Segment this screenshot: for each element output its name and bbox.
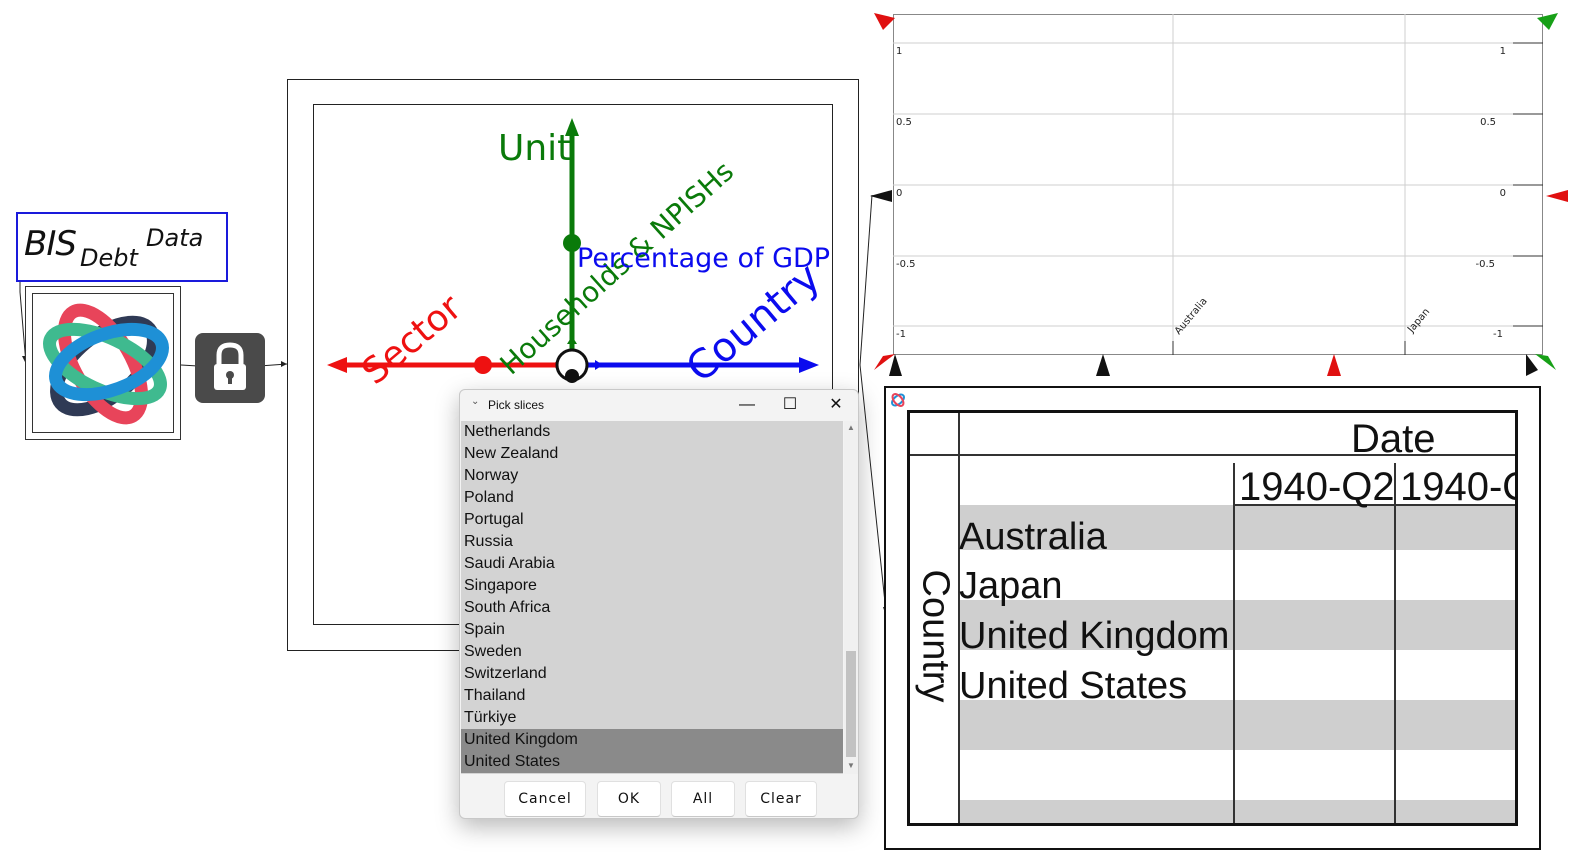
plot-right-tick-label: -0.5 [1475, 259, 1495, 270]
table-row-stripe [959, 505, 1515, 550]
data-source-node[interactable] [32, 293, 174, 433]
scrollbar-thumb[interactable] [846, 651, 856, 757]
country-small-arrow-icon [595, 360, 603, 370]
table-column-header-divider [1233, 504, 1515, 506]
list-item[interactable]: Norway [464, 467, 519, 484]
list-item[interactable]: Russia [464, 533, 513, 550]
table-row-header: Country [914, 569, 957, 703]
plot-port-right-mid-icon[interactable] [1546, 190, 1568, 202]
table-logo-icon [891, 393, 905, 407]
table-row-label: United Kingdom [959, 615, 1230, 657]
table-row-label: United States [959, 665, 1188, 707]
plot-port-bottom-left-icon[interactable] [874, 354, 895, 370]
plot-port-bottom-mid-icon[interactable] [1096, 354, 1110, 376]
plot-right-tick-label: 0 [1500, 188, 1506, 199]
cancel-button[interactable]: Cancel [504, 781, 586, 817]
list-item[interactable]: Sweden [464, 643, 522, 660]
plot-left-tick-label: -1 [896, 329, 906, 340]
scroll-down-icon[interactable]: ▼ [847, 761, 855, 770]
variable-box[interactable]: BIS Debt Data [16, 212, 228, 282]
bis-logo-icon [43, 303, 169, 425]
table-column-label: 1940-Q [1400, 465, 1515, 509]
dialog-app-icon: ⌄ [471, 396, 480, 407]
sector-axis-handle[interactable] [474, 356, 492, 374]
lock-icon [214, 342, 246, 390]
minimize-icon[interactable]: — [739, 396, 755, 413]
variable-name: BIS [24, 224, 77, 264]
table-column-label: 1940-Q2 [1239, 465, 1395, 509]
list-item-selected[interactable]: United Kingdom [461, 729, 843, 751]
plot-right-tick-label: 1 [1500, 46, 1506, 57]
dialog-titlebar[interactable]: ⌄ Pick slices — ☐ ✕ [460, 390, 858, 420]
sector-axis-arrow-icon[interactable] [327, 357, 347, 373]
variable-subscript: Debt [80, 244, 138, 272]
plot-port-bottom-black-icon[interactable] [889, 354, 902, 376]
table-column-header: Date [1351, 417, 1436, 461]
slice-list[interactable]: Netherlands New Zealand Norway Poland Po… [461, 421, 843, 774]
list-item[interactable]: Singapore [464, 577, 537, 594]
plot-left-tick-label: 0 [896, 188, 902, 199]
table-row-header-divider [958, 413, 960, 823]
list-item[interactable]: South Africa [464, 599, 551, 616]
unit-axis-arrow-icon[interactable] [565, 118, 579, 136]
plot-x-label: Australia [1173, 296, 1210, 337]
list-item[interactable]: Spain [464, 621, 505, 638]
unit-small-arrow-icon [567, 336, 577, 344]
plot-left-tick-label: 1 [896, 46, 902, 57]
country-axis-arrow-icon[interactable] [799, 357, 819, 373]
list-item[interactable]: Thailand [464, 687, 526, 704]
ok-button[interactable]: OK [597, 781, 661, 817]
plot-port-top-right-icon[interactable] [1537, 13, 1558, 30]
plot-left-tick-label: -0.5 [896, 259, 916, 270]
country-axis-label: Country [678, 254, 829, 391]
list-item-selected[interactable]: United States [461, 751, 843, 773]
plot-overlay[interactable]: 1 0.5 0 -0.5 -1 1 0.5 0 -0.5 -1 Australi… [866, 8, 1570, 384]
list-item[interactable]: Portugal [464, 511, 524, 528]
plot-port-bottom-red-icon[interactable] [1327, 354, 1341, 376]
scroll-up-icon[interactable]: ▲ [847, 423, 855, 432]
table-row-label: Australia [959, 516, 1107, 558]
plot-port-bottom-right-black-icon[interactable] [1526, 354, 1538, 376]
table-grid[interactable]: Date 1940-Q2 1940-Q Country Australia Ja… [907, 410, 1518, 826]
country-slice-label: Percentage of GDP [577, 243, 830, 274]
table-column-divider [1394, 463, 1396, 823]
plot-port-left-mid-icon[interactable] [870, 190, 892, 202]
list-item[interactable]: Netherlands [464, 423, 551, 440]
table-row-label: Japan [959, 565, 1063, 607]
list-item[interactable]: Switzerland [464, 665, 547, 682]
list-item[interactable]: New Zealand [464, 445, 559, 462]
table-row-stripe [959, 600, 1515, 650]
clear-button[interactable]: Clear [745, 781, 817, 817]
plot-x-label: Japan [1405, 306, 1432, 335]
plot-right-tick-label: 0.5 [1480, 117, 1496, 128]
list-scrollbar[interactable]: ▲ ▼ [844, 421, 858, 774]
list-item[interactable]: Poland [464, 489, 514, 506]
list-item[interactable]: Türkiye [464, 709, 517, 726]
plot-gridlines [893, 14, 1543, 355]
close-icon[interactable]: ✕ [829, 396, 843, 413]
pick-slices-dialog[interactable]: ⌄ Pick slices — ☐ ✕ Netherlands New Zeal… [459, 389, 859, 819]
unit-axis-label: Unit [498, 128, 571, 169]
list-item[interactable]: Saudi Arabia [464, 555, 555, 572]
plot-right-tick-label: -1 [1493, 329, 1503, 340]
plot-port-bottom-right-icon[interactable] [1535, 354, 1556, 370]
dialog-title: Pick slices [488, 398, 545, 412]
maximize-icon[interactable]: ☐ [782, 396, 798, 413]
ravel-axes[interactable]: Unit Households & NPISHs Sector Percenta… [313, 104, 833, 625]
table-header-divider [910, 454, 1515, 456]
plot-left-tick-label: 0.5 [896, 117, 912, 128]
plot-port-top-left-icon[interactable] [874, 13, 895, 30]
sector-axis-label: Sector [354, 287, 469, 393]
all-button[interactable]: All [671, 781, 735, 817]
variable-superscript: Data [146, 224, 204, 252]
table-row-stripe [959, 700, 1515, 750]
lock-button[interactable] [195, 333, 265, 403]
ravel-center-dot [565, 369, 579, 383]
table-row-stripe [959, 800, 1515, 823]
plot-right-ticks [1172, 42, 1543, 355]
unit-axis-handle[interactable] [563, 234, 581, 252]
table-column-divider [1233, 463, 1235, 823]
